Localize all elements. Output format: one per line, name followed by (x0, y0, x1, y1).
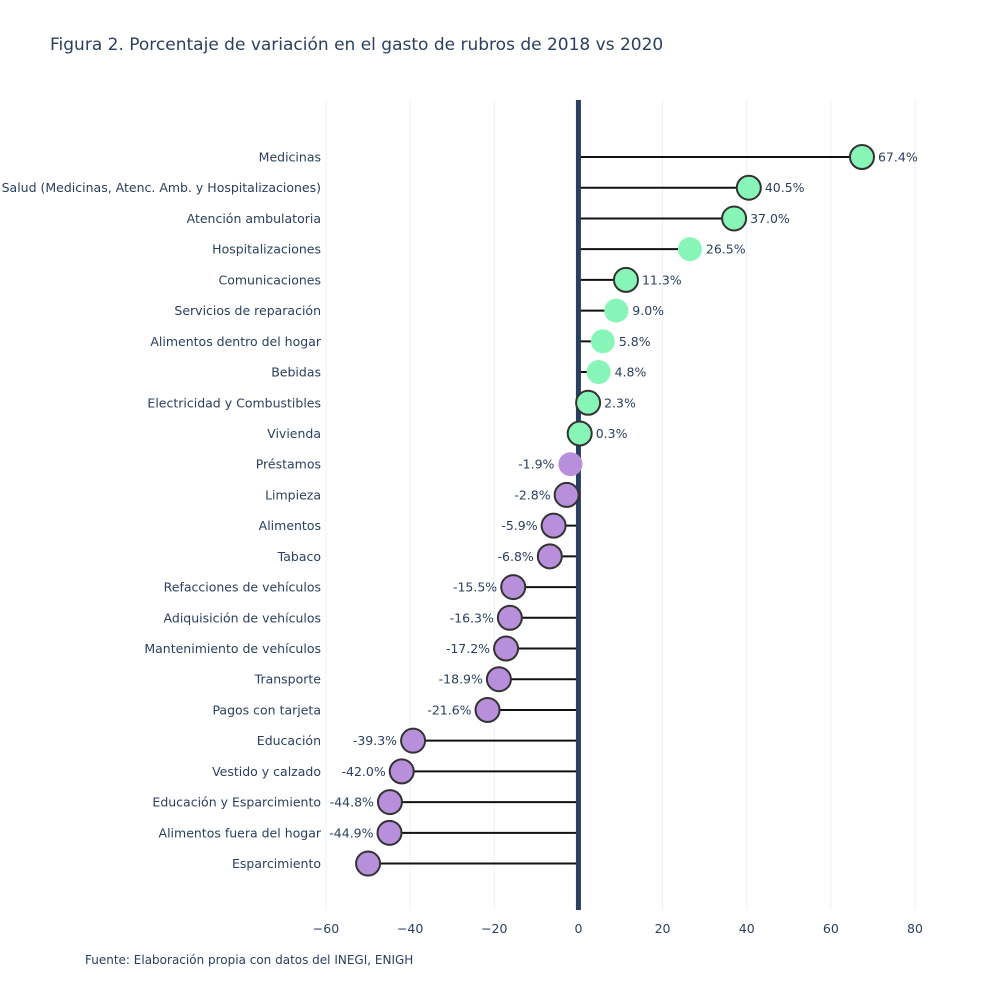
data-point[interactable] (496, 604, 523, 631)
value-label: -1.9% (518, 457, 554, 472)
category-label: Adiquisición de vehículos (164, 610, 321, 625)
category-label: Educación y Esparcimiento (152, 795, 321, 810)
source-note: Fuente: Elaboración propia con datos del… (85, 953, 413, 967)
value-label: 40.5% (765, 180, 805, 195)
chart-title: Figura 2. Porcentaje de variación en el … (50, 35, 663, 55)
category-labels: Medicinas Salud (Medicinas, Atenc. Amb. y… (2, 150, 322, 872)
category-label: Transporte (254, 672, 322, 687)
value-label: 9.0% (632, 303, 664, 318)
data-point[interactable] (400, 727, 427, 754)
x-axis-ticks: −60 −40 −20 0 20 40 60 80 (313, 921, 923, 936)
data-point[interactable] (590, 329, 615, 354)
value-label: -2.8% (514, 487, 550, 502)
value-label: -15.5% (453, 580, 497, 595)
data-point[interactable] (848, 144, 875, 170)
category-label: Alimentos dentro del hogar (150, 334, 321, 349)
category-label: Alimentos (259, 518, 321, 533)
category-label: Vivienda (267, 426, 321, 441)
category-label: Electricidad y Combustibles (147, 395, 321, 410)
value-label: -17.2% (446, 641, 490, 656)
data-point[interactable] (493, 635, 520, 662)
data-point[interactable] (612, 266, 639, 293)
data-point[interactable] (388, 758, 415, 785)
category-label: Préstamos (256, 457, 321, 472)
data-point[interactable] (558, 452, 583, 477)
category-label: Alimentos fuera del hogar (159, 825, 322, 840)
value-labels: 67.4% 40.5% 37.0% 26.5% 11.3% 9.0% 5.8% 4.8% 2.3… (329, 150, 918, 841)
value-label: 4.8% (615, 365, 647, 380)
category-label: Servicios de reparación (174, 303, 321, 318)
category-label: Salud (Medicinas, Atenc. Amb. y Hospital… (2, 180, 321, 195)
data-point[interactable] (604, 298, 629, 323)
value-label: -39.3% (353, 733, 397, 748)
data-point[interactable] (500, 574, 527, 601)
x-tick-label: 60 (823, 921, 839, 936)
category-label: Medicinas (259, 150, 321, 165)
category-label: Refacciones de vehículos (164, 580, 321, 595)
value-label: 5.8% (619, 334, 651, 349)
data-point[interactable] (540, 512, 567, 539)
value-label: -5.9% (501, 518, 537, 533)
value-label: 67.4% (878, 150, 918, 165)
value-label: -6.8% (498, 549, 534, 564)
lollipop-dots (355, 144, 875, 877)
value-label: -44.9% (329, 825, 373, 840)
data-point[interactable] (575, 389, 602, 416)
category-label: Esparcimiento (232, 856, 321, 871)
value-label: -18.9% (439, 672, 483, 687)
data-point[interactable] (586, 360, 611, 385)
value-label: 2.3% (604, 395, 636, 410)
category-label: Hospitalizaciones (212, 242, 321, 257)
value-label: 26.5% (706, 242, 746, 257)
x-tick-label: 40 (739, 921, 755, 936)
data-point[interactable] (355, 850, 382, 877)
data-point[interactable] (735, 174, 762, 201)
category-label: Limpieza (265, 487, 321, 502)
data-point[interactable] (553, 481, 580, 508)
category-label: Pagos con tarjeta (212, 702, 321, 717)
category-label: Comunicaciones (218, 272, 321, 287)
value-label: 11.3% (642, 272, 682, 287)
value-label: -42.0% (341, 764, 385, 779)
x-tick-label: 20 (655, 921, 671, 936)
x-tick-label: 0 (574, 921, 582, 936)
data-point[interactable] (721, 205, 748, 232)
category-label: Tabaco (277, 549, 321, 564)
lollipop-stems (368, 156, 862, 865)
data-point[interactable] (485, 666, 512, 693)
category-label: Atención ambulatoria (187, 211, 321, 226)
grid-lines (325, 100, 916, 910)
x-tick-label: −40 (397, 921, 423, 936)
data-point[interactable] (677, 237, 702, 262)
category-label: Educación (257, 733, 321, 748)
data-point[interactable] (566, 420, 593, 447)
value-label: -44.8% (330, 795, 374, 810)
category-label: Vestido y calzado (212, 764, 321, 779)
data-point[interactable] (536, 543, 563, 570)
value-label: -16.3% (450, 610, 494, 625)
x-tick-label: −20 (481, 921, 507, 936)
x-tick-label: −60 (313, 921, 339, 936)
x-tick-label: 80 (907, 921, 923, 936)
value-label: 37.0% (750, 211, 790, 226)
data-point[interactable] (376, 789, 403, 816)
value-label: -21.6% (427, 702, 471, 717)
category-label: Bebidas (271, 365, 321, 380)
value-label: 0.3% (596, 426, 628, 441)
category-label: Mantenimiento de vehículos (144, 641, 321, 656)
data-point[interactable] (376, 819, 403, 846)
data-point[interactable] (474, 696, 501, 723)
